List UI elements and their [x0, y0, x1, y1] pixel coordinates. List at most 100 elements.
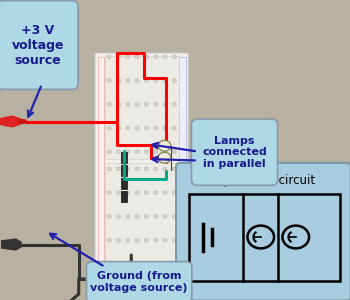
Polygon shape	[19, 119, 26, 124]
FancyBboxPatch shape	[0, 1, 78, 89]
Circle shape	[172, 167, 176, 171]
Circle shape	[172, 79, 176, 82]
Circle shape	[144, 215, 148, 218]
Circle shape	[117, 215, 121, 218]
Circle shape	[282, 226, 309, 248]
Circle shape	[144, 55, 148, 58]
Circle shape	[107, 262, 111, 266]
Circle shape	[163, 167, 167, 171]
Circle shape	[154, 238, 158, 242]
Circle shape	[117, 126, 121, 130]
Circle shape	[163, 238, 167, 242]
Circle shape	[117, 55, 121, 58]
Circle shape	[126, 55, 130, 58]
Circle shape	[107, 103, 111, 106]
Circle shape	[163, 262, 167, 266]
Circle shape	[154, 55, 158, 58]
Text: Ground (from
voltage source): Ground (from voltage source)	[90, 271, 188, 293]
Circle shape	[107, 150, 111, 154]
Circle shape	[154, 79, 158, 82]
Circle shape	[154, 150, 158, 154]
Circle shape	[126, 79, 130, 82]
Circle shape	[117, 79, 121, 82]
Text: Equivalent circuit: Equivalent circuit	[212, 174, 315, 187]
Circle shape	[107, 126, 111, 130]
Circle shape	[163, 79, 167, 82]
Circle shape	[163, 215, 167, 218]
Circle shape	[144, 150, 148, 154]
Circle shape	[158, 152, 171, 163]
Circle shape	[126, 191, 130, 194]
Bar	[121, 152, 127, 163]
Circle shape	[144, 167, 148, 171]
Circle shape	[172, 191, 176, 194]
Circle shape	[163, 126, 167, 130]
Circle shape	[144, 126, 148, 130]
Circle shape	[154, 167, 158, 171]
Circle shape	[135, 191, 139, 194]
Circle shape	[117, 191, 121, 194]
Circle shape	[117, 238, 121, 242]
Bar	[179, 57, 186, 267]
Polygon shape	[2, 239, 21, 250]
Circle shape	[107, 191, 111, 194]
Circle shape	[135, 103, 139, 106]
Bar	[189, 194, 340, 280]
Circle shape	[117, 103, 121, 106]
Circle shape	[135, 126, 139, 130]
Circle shape	[154, 262, 158, 266]
Bar	[121, 165, 127, 176]
FancyBboxPatch shape	[191, 119, 278, 185]
Circle shape	[163, 55, 167, 58]
Circle shape	[172, 126, 176, 130]
Polygon shape	[0, 116, 19, 127]
Circle shape	[135, 167, 139, 171]
Circle shape	[135, 262, 139, 266]
Circle shape	[158, 140, 171, 151]
Bar	[121, 191, 127, 202]
Circle shape	[117, 167, 121, 171]
Circle shape	[107, 79, 111, 82]
Circle shape	[117, 262, 121, 266]
Text: +3 V
voltage
source: +3 V voltage source	[11, 23, 64, 67]
Bar	[98, 57, 104, 267]
Circle shape	[126, 215, 130, 218]
Circle shape	[126, 150, 130, 154]
Circle shape	[126, 262, 130, 266]
Bar	[121, 178, 127, 189]
Circle shape	[172, 150, 176, 154]
Circle shape	[172, 215, 176, 218]
Circle shape	[135, 215, 139, 218]
Circle shape	[144, 103, 148, 106]
Circle shape	[172, 238, 176, 242]
Circle shape	[117, 150, 121, 154]
FancyBboxPatch shape	[94, 52, 189, 272]
Circle shape	[126, 167, 130, 171]
Circle shape	[107, 167, 111, 171]
Circle shape	[107, 55, 111, 58]
FancyBboxPatch shape	[86, 262, 192, 300]
Circle shape	[135, 55, 139, 58]
Circle shape	[154, 103, 158, 106]
Circle shape	[172, 262, 176, 266]
Bar	[105, 163, 178, 267]
Circle shape	[107, 215, 111, 218]
Circle shape	[144, 79, 148, 82]
Circle shape	[107, 238, 111, 242]
Circle shape	[126, 126, 130, 130]
Text: Lamps
connected
in parallel: Lamps connected in parallel	[202, 136, 267, 169]
Circle shape	[144, 191, 148, 194]
Circle shape	[126, 103, 130, 106]
Circle shape	[126, 238, 130, 242]
Circle shape	[135, 238, 139, 242]
FancyBboxPatch shape	[176, 163, 350, 300]
Circle shape	[135, 79, 139, 82]
Circle shape	[144, 262, 148, 266]
Circle shape	[154, 215, 158, 218]
Circle shape	[247, 226, 274, 248]
Bar	[105, 56, 178, 159]
Circle shape	[172, 55, 176, 58]
Circle shape	[163, 150, 167, 154]
Circle shape	[163, 103, 167, 106]
Circle shape	[163, 191, 167, 194]
